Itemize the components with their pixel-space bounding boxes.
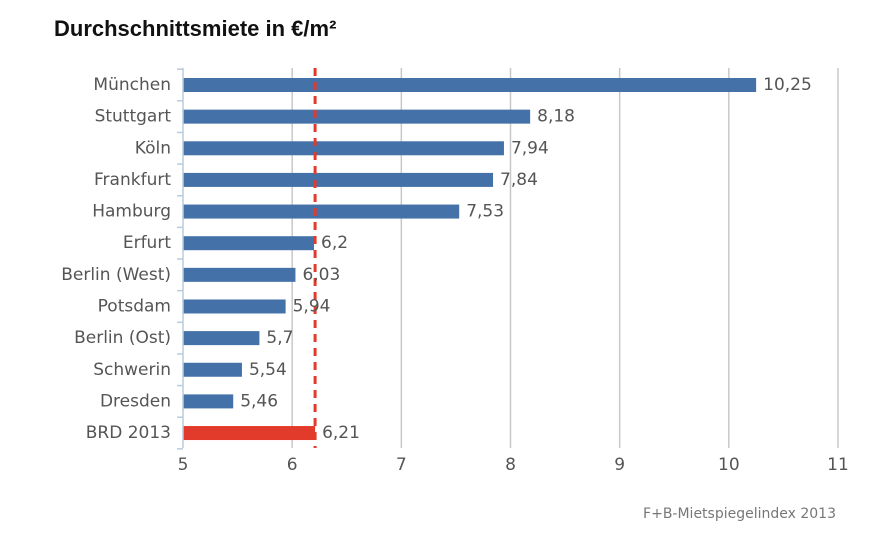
bar [183,331,260,346]
bar [183,172,494,187]
category-label: Köln [135,138,171,158]
data-label: 7,84 [500,170,538,190]
chart-title: Durchschnittsmiete in €/m² [54,16,337,41]
bars [183,78,757,441]
x-tick-label: 10 [718,455,740,475]
category-label: Hamburg [92,202,171,222]
bar [183,267,296,282]
x-tick-label: 11 [827,455,849,475]
grid-lines [291,68,839,448]
data-label: 7,94 [511,138,549,158]
data-label: 5,54 [249,360,287,380]
data-label: 6,21 [322,423,360,443]
data-label: 6,2 [321,233,348,253]
source-note: F+B-Mietspiegelindex 2013 [643,506,836,522]
x-tick-label: 6 [287,455,298,475]
x-tick-label: 7 [396,455,407,475]
data-label: 8,18 [537,107,575,127]
data-label: 7,53 [466,202,504,222]
x-tick-label: 9 [614,455,625,475]
labels: München 10,25 Stuttgart 8,18 Köln 7,94 Frankfu… [61,75,849,475]
category-label: Berlin (Ost) [74,328,171,348]
category-label: Erfurt [123,233,171,253]
category-label: BRD 2013 [86,423,171,443]
category-label: Frankfurt [94,170,171,190]
data-label: 6,03 [302,265,340,285]
category-label: Dresden [100,391,171,411]
bar [183,236,314,251]
bar [183,426,316,441]
bar [183,394,234,409]
category-label: Berlin (West) [61,265,171,285]
category-label: Stuttgart [95,107,172,127]
bar [183,204,460,219]
bar [183,109,531,124]
category-label: Schwerin [93,360,171,380]
bar [183,362,242,377]
category-label: München [93,75,171,95]
data-label: 10,25 [763,75,812,95]
category-label: Potsdam [98,296,171,316]
x-tick-label: 5 [178,455,189,475]
data-label: 5,94 [293,296,331,316]
x-tick-label: 8 [505,455,516,475]
bar [183,141,504,156]
data-label: 5,7 [266,328,293,348]
axes [177,68,184,450]
bar [183,78,757,92]
data-label: 5,46 [240,391,278,411]
bar [183,299,286,314]
